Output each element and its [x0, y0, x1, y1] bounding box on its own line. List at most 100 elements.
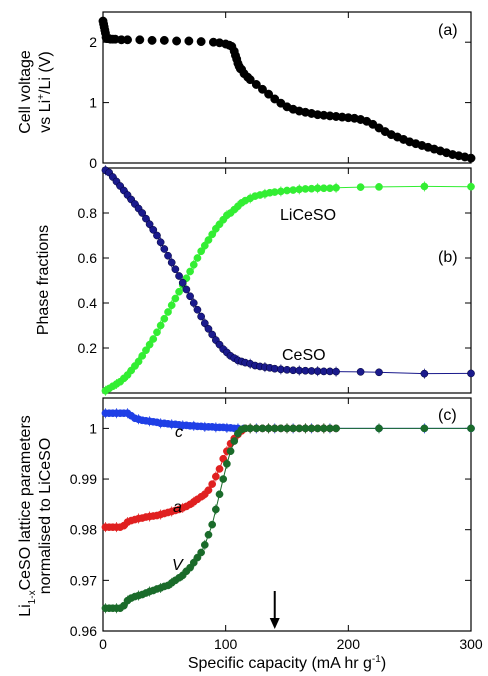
xtick-label: 300: [459, 636, 483, 652]
data-point-v: [208, 520, 217, 529]
data-point-liceso: [193, 254, 202, 262]
data-point-liceso: [420, 182, 429, 191]
ytick-label: 1: [89, 420, 97, 436]
data-point-liceso: [200, 241, 209, 250]
data-point-v: [212, 505, 220, 514]
panel-b-ylabel: Phase fractions: [35, 225, 52, 335]
data-point-voltage: [251, 80, 261, 89]
ytick-label: 0.2: [78, 340, 98, 356]
data-point-liceso: [332, 183, 340, 192]
panel-c: (c) 0.96 0.97 0.98 0.99 1 0 100 200 300 c a V L…: [17, 397, 483, 672]
data-point-liceso: [149, 335, 158, 343]
data-point-ceso: [375, 368, 383, 377]
panel-c-ylabel-line1: Li1-xCeSO lattice parameters: [17, 415, 38, 617]
xtick-label: 0: [99, 636, 107, 652]
data-point-ceso: [200, 319, 209, 328]
data-point-ceso: [178, 278, 187, 287]
data-point-a: [212, 472, 220, 481]
capacity-arrow-head: [269, 618, 280, 629]
data-point-ceso: [193, 305, 202, 314]
data-point-v: [467, 424, 475, 433]
data-point-ceso: [171, 265, 180, 274]
data-point-ceso: [153, 231, 161, 240]
panel-c-xlabel: Specific capacity (mA hr g-1): [188, 654, 386, 672]
series-line-ceso: [105, 169, 472, 375]
data-point-liceso: [208, 230, 217, 239]
ytick-label: 2: [89, 34, 97, 50]
data-point-liceso: [197, 247, 205, 256]
panel-b: (b) 0.2 0.4 0.6 0.8 LiCeSO CeSO Phase fract…: [35, 165, 475, 396]
data-point-voltage: [264, 89, 274, 99]
data-point-voltage: [172, 36, 182, 46]
data-point-v: [420, 424, 429, 433]
data-point-ceso: [138, 209, 147, 217]
data-point-ceso: [356, 368, 365, 376]
data-point-ceso: [156, 238, 165, 247]
panel-c-ylabel-line2: normalised to LiCeSO: [37, 438, 54, 595]
data-point-voltage: [184, 36, 194, 46]
series-label-v: V: [172, 557, 184, 574]
ytick-label: 0.4: [78, 295, 98, 311]
data-point-liceso: [189, 260, 198, 269]
data-point-liceso: [186, 267, 194, 276]
series-label-liceso: LiCeSO: [280, 207, 336, 224]
panel-c-label: (c): [438, 407, 457, 424]
panel-b-label: (b): [438, 249, 458, 266]
data-point-a: [208, 480, 217, 488]
data-point-ceso: [332, 367, 340, 376]
data-point-v: [375, 424, 383, 433]
series-label-c: c: [175, 424, 183, 441]
ytick-label: 0.99: [70, 471, 97, 487]
panel-a-ylabel-line2: vs Li+/Li (V): [36, 51, 54, 132]
data-point-v: [332, 424, 340, 433]
data-point-liceso: [142, 346, 150, 355]
data-point-ceso: [142, 214, 150, 223]
data-point-a: [215, 465, 224, 473]
panel-a-frame: [102, 11, 472, 164]
data-point-ceso: [467, 369, 475, 378]
data-point-ceso: [145, 220, 154, 229]
data-point-liceso: [171, 294, 180, 303]
ytick-label: 0.8: [78, 205, 98, 221]
data-point-ceso: [189, 299, 198, 307]
data-point-voltage: [258, 84, 267, 94]
ytick-label: 1: [89, 95, 97, 111]
data-point-liceso: [204, 236, 213, 244]
data-point-liceso: [134, 357, 143, 366]
data-point-v: [219, 475, 228, 483]
panel-c-frame: [102, 397, 472, 632]
data-point-ceso: [186, 292, 194, 301]
data-point-v: [200, 541, 209, 549]
data-point-liceso: [160, 314, 169, 323]
data-point-liceso: [153, 328, 161, 337]
panel-a-ylabel-line1: Cell voltage: [17, 50, 34, 134]
data-point-ceso: [420, 369, 429, 378]
data-point-voltage: [196, 37, 206, 47]
data-point-liceso: [164, 308, 172, 316]
xtick-label: 200: [337, 636, 361, 652]
data-point-a: [204, 486, 213, 495]
xtick-label: 100: [214, 636, 238, 652]
panel-a-label: (a): [438, 22, 458, 39]
data-point-ceso: [208, 330, 217, 339]
series-label-ceso: CeSO: [282, 347, 326, 364]
data-point-v: [204, 530, 213, 539]
data-point-voltage: [159, 35, 169, 45]
data-point-liceso: [138, 352, 147, 360]
ytick-label: 0.6: [78, 250, 98, 266]
data-point-v: [223, 459, 231, 468]
series-label-a: a: [173, 499, 182, 516]
data-point-voltage: [466, 153, 476, 163]
data-point-ceso: [175, 272, 183, 280]
data-point-liceso: [175, 287, 183, 296]
data-point-voltage: [147, 35, 157, 45]
data-point-liceso: [375, 183, 383, 191]
data-point-voltage: [270, 94, 280, 104]
data-point-v: [226, 447, 235, 456]
data-point-liceso: [467, 182, 475, 191]
data-point-voltage: [135, 35, 145, 45]
data-point-liceso: [156, 321, 165, 330]
data-point-ceso: [182, 285, 191, 294]
data-point-liceso: [145, 340, 154, 349]
